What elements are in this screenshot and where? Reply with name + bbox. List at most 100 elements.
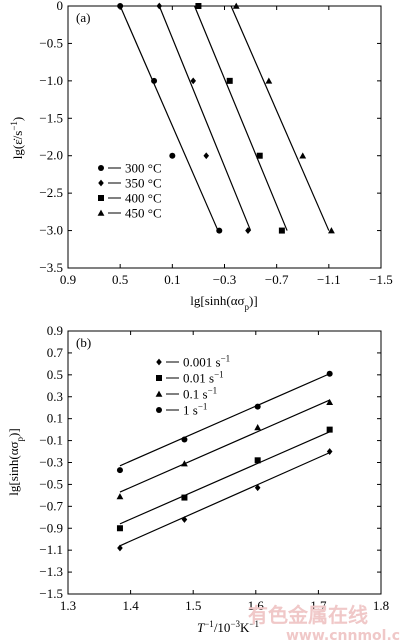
data-point <box>190 77 196 85</box>
y-axis-label: lg(ε̇/s−1) <box>9 117 25 160</box>
y-tick-label: −1.1 <box>39 542 63 557</box>
x-tick-label: −1.5 <box>369 272 393 287</box>
legend-marker <box>156 358 162 366</box>
legend-marker <box>98 195 104 201</box>
data-point <box>328 227 335 234</box>
y-tick-label: −0.1 <box>39 433 63 448</box>
y-tick-label: 0.5 <box>47 367 63 382</box>
x-tick-label: 0.9 <box>60 272 76 287</box>
legend-marker <box>98 165 104 171</box>
y-tick-label: −0.7 <box>39 498 63 513</box>
series-square <box>116 426 333 532</box>
panel-label: (b) <box>76 335 91 350</box>
data-point <box>254 457 261 464</box>
plot-frame <box>67 5 382 269</box>
fit-line <box>193 5 288 231</box>
data-point <box>254 424 262 431</box>
data-point <box>116 525 123 532</box>
series-triangle <box>230 2 335 234</box>
panel-a-chart: 0.9 0.5 0.1 −0.3 −0.7 −1.1 −1.5 0 −0.5 −1.0 −1.5 −2… <box>9 0 393 312</box>
plot-frame <box>67 330 382 595</box>
legend-label: 0.1 s−1 <box>183 386 217 402</box>
legend-marker <box>156 407 162 413</box>
y-tick-label: −0.9 <box>39 520 63 535</box>
series-diamond <box>156 2 252 234</box>
x-tick-label: 1.4 <box>122 598 139 613</box>
y-tick-label: 0.3 <box>47 389 63 404</box>
y-tick-label: −1.5 <box>39 586 63 601</box>
data-point <box>299 152 307 159</box>
panel-b-chart: 1.3 1.4 1.5 1.6 1.7 1.8 0.9 0.7 0.5 0.3 0.1 −0.1 −0.… <box>6 323 389 635</box>
legend-label: 400 °C <box>125 191 162 206</box>
x-tick-label: 1.8 <box>373 598 389 613</box>
data-point <box>226 77 233 84</box>
legend-label: 300 °C <box>125 161 162 176</box>
data-point <box>181 436 188 443</box>
data-point <box>254 484 261 492</box>
series-circle <box>117 3 223 234</box>
y-tick-label: −0.5 <box>39 35 63 50</box>
x-axis-label: lg[sinh(ασp)] <box>190 293 257 312</box>
y-tick-label: −3.0 <box>39 223 63 238</box>
fit-line <box>119 431 330 525</box>
y-tick-label: 0 <box>57 0 64 13</box>
watermark-line1: 有色金属在线 <box>248 603 368 627</box>
data-point <box>169 152 176 159</box>
data-point <box>326 448 333 455</box>
data-point <box>216 227 223 234</box>
legend-label: 450 °C <box>125 206 162 221</box>
legend-marker <box>97 209 105 216</box>
series-square <box>193 3 288 234</box>
x-tick-label: 1.5 <box>185 598 201 613</box>
y-tick-label: −0.5 <box>39 476 63 491</box>
data-point <box>326 398 334 406</box>
data-point <box>116 493 124 500</box>
y-tick-label: 0.7 <box>47 345 64 360</box>
y-tick-label: −1.3 <box>39 564 63 579</box>
legend-marker <box>156 375 162 381</box>
legend-label: 1 s−1 <box>183 402 207 418</box>
series-diamond <box>117 448 333 552</box>
x-tick-label: −0.3 <box>213 272 237 287</box>
legend: 0.001 s−10.01 s−10.1 s−11 s−1 <box>155 354 230 418</box>
fit-line <box>119 5 219 231</box>
y-axis-label: lg[sinh(ασp)] <box>6 428 25 495</box>
series-circle <box>116 370 333 474</box>
data-point <box>116 467 123 474</box>
data-point <box>117 3 124 9</box>
x-tick-label: 1.6 <box>248 598 265 613</box>
fit-line <box>230 5 330 231</box>
data-point <box>326 426 333 433</box>
x-tick-label: 0.5 <box>112 272 128 287</box>
data-point <box>256 152 263 159</box>
x-axis-label: T−1/10−3K−1 <box>197 619 259 635</box>
legend-marker <box>155 390 163 397</box>
data-point <box>203 152 210 160</box>
y-tick-label: −2.0 <box>39 148 63 163</box>
data-point <box>181 460 188 467</box>
x-tick-label: 1.7 <box>310 598 327 613</box>
data-point <box>326 370 333 377</box>
watermark-logo: 有色金属在线 www.cnnmol.com <box>248 603 400 640</box>
watermark-line2: www.cnnmol.com <box>286 628 400 640</box>
data-point <box>232 2 240 9</box>
data-point <box>265 77 273 84</box>
y-tick-label: −0.3 <box>39 455 63 470</box>
fit-line <box>119 373 330 467</box>
x-tick-label: 1.3 <box>60 598 76 613</box>
x-tick-label: 0.1 <box>164 272 180 287</box>
data-point <box>156 2 163 10</box>
y-tick-label: 0.1 <box>47 411 63 426</box>
data-point <box>181 516 188 523</box>
panel-label: (a) <box>76 10 90 25</box>
legend-label: 350 °C <box>125 176 162 191</box>
data-point <box>254 403 261 410</box>
data-point <box>181 494 188 501</box>
data-point <box>278 227 285 234</box>
y-tick-label: −1.5 <box>39 110 63 125</box>
fit-line <box>119 452 330 547</box>
y-tick-label: 0.9 <box>47 323 63 338</box>
legend-label: 0.01 s−1 <box>183 370 224 386</box>
